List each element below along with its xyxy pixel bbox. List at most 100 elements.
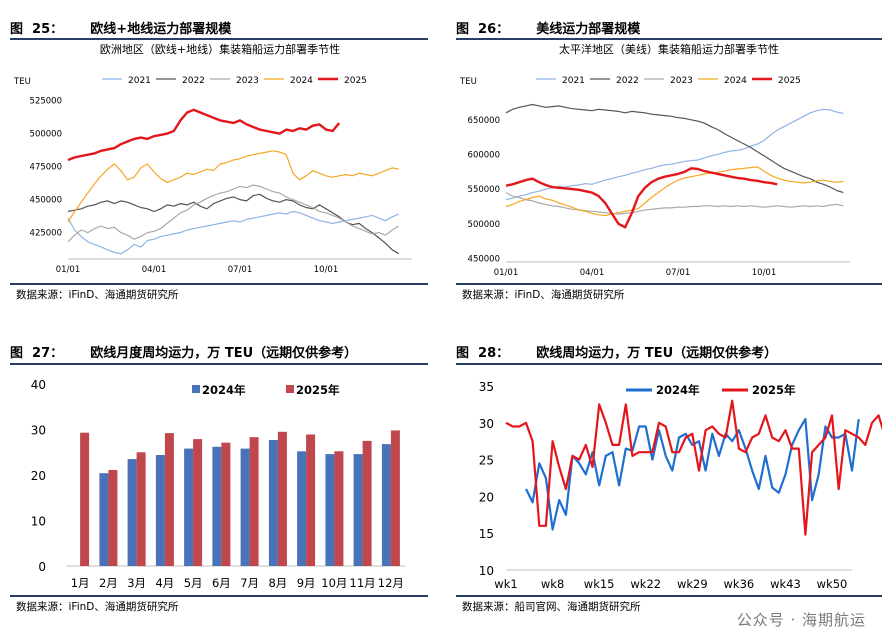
figure-25-chart: 欧洲地区（欧线+地线）集装箱船运力部署季节性 TEU 2021 2022 2023 202… (13, 42, 412, 275)
y-tick-label: 450000 (30, 196, 62, 206)
x-tick-label: 07/01 (666, 268, 691, 278)
figure-26-title: 图 26： 美线运力部署规模 (456, 22, 641, 37)
figure-25-title: 图 25： 欧线+地线运力部署规模 (10, 22, 232, 37)
x-tick-label: 12月 (378, 576, 404, 590)
figure-28-title: 图 28： 欧线周均运力，万 TEU（远期仅供参考） (456, 346, 778, 361)
y-tick-label: 0 (38, 560, 46, 574)
figure-27-rule (10, 363, 428, 365)
bar-2025年-8月 (277, 431, 287, 566)
bar-2025年-12月 (390, 430, 400, 566)
bar-2024年-2月 (99, 473, 109, 566)
y-tick-label: 25 (479, 454, 494, 468)
figure-26-rule (456, 38, 882, 40)
y-tick-label: 650000 (468, 116, 500, 126)
x-tick-label: 7月 (240, 576, 259, 590)
legend-label-2025年: 2025年 (752, 383, 796, 397)
y-axis-label: TEU (13, 77, 31, 87)
y-tick-label: 40 (31, 378, 46, 392)
bar-2024年-9月 (297, 451, 307, 566)
legend-label-2024年: 2024年 (656, 383, 700, 397)
figure-28-source: 数据来源：船司官网、海通期货研究所 (462, 601, 641, 613)
legend-label-2024: 2024 (724, 76, 747, 86)
figure-26-chart: 太平洋地区（美线）集装箱船运力部署季节性 TEU 2021 2022 2023 2024 2… (459, 42, 850, 278)
x-tick-label: 8月 (268, 576, 287, 590)
figure-26-source: 数据来源：iFinD、海通期货研究所 (462, 289, 625, 301)
series-line-2021 (505, 108, 844, 201)
legend-label-2022: 2022 (182, 76, 205, 86)
x-tick-label: 01/01 (56, 265, 81, 275)
bar-2024年-4月 (155, 455, 165, 566)
x-tick-label: 6月 (212, 576, 231, 590)
watermark-label: 公众号 · 海期航运 (736, 611, 866, 629)
y-tick-label: 525000 (30, 97, 62, 107)
legend-swatch-2025年 (286, 385, 294, 393)
y-tick-label: 30 (31, 424, 46, 438)
x-tick-label: 4月 (155, 576, 174, 590)
bar-2025年-2月 (108, 470, 118, 566)
y-tick-label: 10 (479, 564, 494, 578)
bar-2024年-5月 (184, 448, 194, 566)
y-tick-label: 600000 (468, 150, 500, 160)
series-line-2024年 (525, 417, 860, 531)
y-axis-label: TEU (459, 77, 477, 87)
y-tick-label: 450000 (468, 255, 500, 265)
x-tick-label: 10/01 (752, 268, 777, 278)
series-line-2024 (505, 166, 844, 217)
series-line-2022 (505, 103, 844, 194)
series-line-2023 (67, 184, 400, 243)
x-tick-label: wk36 (724, 577, 755, 591)
figure-25-source: 数据来源：iFinD、海通期货研究所 (16, 289, 179, 301)
bar-2025年-9月 (306, 434, 316, 566)
y-tick-label: 30 (479, 417, 494, 431)
x-tick-label: wk15 (584, 577, 615, 591)
x-tick-label: wk50 (817, 577, 848, 591)
x-tick-label: 3月 (127, 576, 146, 590)
x-tick-label: 04/01 (580, 268, 605, 278)
bar-2024年-6月 (212, 446, 222, 566)
legend-label-2024年: 2024年 (202, 383, 246, 397)
x-tick-label: wk1 (494, 577, 517, 591)
x-tick-label: wk22 (630, 577, 661, 591)
figure-27-chart: 0 10 20 30 40 1月 2月 3月 4月 5月 6月 7月 8月 9月 10月 11月 12月 2024… (31, 378, 405, 590)
bar-2025年-10月 (334, 451, 344, 566)
bar-2025年-3月 (136, 452, 146, 567)
legend-label-2025: 2025 (778, 76, 801, 86)
bar-2024年-7月 (240, 448, 250, 566)
legend-label-2021: 2021 (128, 76, 151, 86)
x-tick-label: 10月 (321, 576, 347, 590)
series-line-2021 (67, 210, 400, 255)
legend-label-2024: 2024 (290, 76, 313, 86)
y-tick-label: 425000 (30, 229, 62, 239)
legend-label-2025: 2025 (344, 76, 367, 86)
figure-27-source: 数据来源：iFinD、海通期货研究所 (16, 601, 179, 613)
x-tick-label: 04/01 (142, 265, 167, 275)
x-tick-label: 01/01 (494, 268, 519, 278)
x-tick-label: 5月 (184, 576, 203, 590)
figure-26-rule-bottom (456, 283, 882, 285)
x-tick-label: 07/01 (228, 265, 253, 275)
bar-2024年-11月 (353, 454, 363, 566)
bar-2024年-3月 (127, 459, 137, 566)
bar-2025年-6月 (221, 442, 231, 566)
y-tick-label: 20 (479, 490, 494, 504)
legend-label-2025年: 2025年 (296, 383, 340, 397)
x-tick-label: 2月 (99, 576, 118, 590)
legend-label-2021: 2021 (562, 76, 585, 86)
bar-2024年-8月 (268, 440, 278, 566)
y-tick-label: 20 (31, 469, 46, 483)
y-tick-label: 15 (479, 527, 494, 541)
figure-28-chart: 10 15 20 25 30 35 wk1 wk8 wk15 wk22 wk29 wk36 wk43 wk… (479, 380, 882, 591)
chart-title: 欧洲地区（欧线+地线）集装箱船运力部署季节性 (100, 42, 340, 56)
legend-label-2023: 2023 (236, 76, 259, 86)
legend-swatch-2024年 (192, 385, 200, 393)
x-tick-label: 9月 (297, 576, 316, 590)
series-line-2025 (505, 167, 778, 229)
series-line-2023 (505, 192, 844, 215)
bar-2025年-1月 (80, 432, 90, 566)
figure-27-rule-bottom (10, 595, 428, 597)
y-tick-label: 10 (31, 515, 46, 529)
x-tick-label: wk29 (677, 577, 708, 591)
x-tick-label: 1月 (71, 576, 90, 590)
y-tick-label: 475000 (30, 163, 62, 173)
legend-label-2023: 2023 (670, 76, 693, 86)
